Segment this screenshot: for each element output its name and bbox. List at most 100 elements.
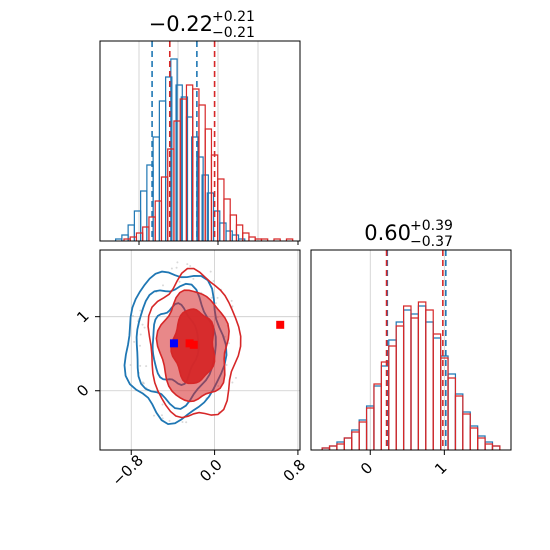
bl-scatter-point-58: [129, 363, 132, 366]
histogram-panel-param-1: [99, 40, 301, 245]
br-hist-series-0-bin-18: [454, 393, 464, 450]
br-hist-series-0-bin-8: [380, 365, 390, 450]
bl-marker-3: [276, 320, 285, 329]
br-hist-series-1-bin-14: [425, 309, 434, 450]
top-hist-series-1-bin-4: [148, 216, 156, 241]
bl-scatter-point-16: [209, 270, 212, 273]
top-hist-series-0-bin-9: [170, 58, 178, 241]
bl-scatter-point-43: [161, 417, 164, 420]
br-hist-series-1-bin-18: [454, 395, 464, 450]
top-hist-series-1-bin-14: [210, 154, 219, 241]
top-hist-series-0-bin-14: [196, 156, 204, 241]
br-hist-series-0-bin-15: [432, 337, 442, 450]
bl-scatter-point-1: [214, 302, 217, 305]
bl-scatter-point-54: [153, 414, 156, 417]
br-hist-series-0-bin-17: [447, 373, 457, 450]
top-hist-series-1-bin-1: [129, 236, 138, 241]
br-hist-series-0-bin-9: [388, 339, 397, 450]
bl-scatter-point-0: [133, 340, 136, 343]
br-hist-series-0-bin-11: [402, 309, 412, 450]
br-hist-series-0-bin-4: [351, 429, 360, 450]
bl-scatter-point-27: [143, 326, 146, 329]
br-hist-series-1-bin-2: [336, 443, 345, 450]
bl-scatter-point-25: [185, 421, 188, 424]
br-frame: [310, 249, 512, 451]
br-hist-series-1-bin-20: [469, 427, 479, 450]
bl-scatter-point-53: [168, 419, 171, 422]
bl-scatter-point-55: [189, 265, 192, 268]
top-hist-series-0-bin-18: [219, 222, 227, 241]
br-hist-series-1-bin-23: [491, 445, 501, 450]
top-hist-series-0-bin-8: [165, 76, 173, 241]
bl-marker-2: [189, 340, 198, 349]
bl-scatter-point-23: [139, 333, 142, 336]
br-hist-series-0-bin-12: [410, 313, 420, 450]
bl-marker-1: [185, 339, 194, 348]
top-hist-series-0-bin-21: [237, 238, 246, 241]
title-param-1-lower: −0.21: [212, 25, 255, 41]
top-hist-series-1-bin-22: [260, 238, 269, 241]
bl-scatter-point-22: [186, 263, 189, 266]
bl-scatter-point-34: [178, 280, 181, 283]
bl-scatter-point-39: [181, 421, 184, 424]
top-hist-series-0-bin-7: [158, 100, 167, 241]
br-hist-series-1-bin-4: [351, 431, 360, 450]
top-hist-series-1-bin-3: [142, 226, 150, 241]
br-hist-series-0-bin-22: [484, 441, 494, 450]
bl-scatter-point-40: [145, 365, 148, 368]
bl-scatter-point-15: [161, 403, 164, 406]
br-hist-series-1-bin-11: [402, 305, 412, 450]
bl-scatter-point-12: [216, 296, 219, 299]
bl-scatter-point-5: [170, 267, 173, 270]
bl-ytick-label-1: 1: [73, 307, 92, 326]
top-hist-series-0-bin-20: [231, 234, 240, 241]
br-hist-series-1-bin-10: [395, 325, 405, 450]
br-hist-series-0-bin-14: [425, 321, 434, 450]
top-hist-series-1-bin-24: [285, 238, 294, 241]
top-hist-series-0-bin-11: [180, 96, 189, 241]
br-hist-series-0-bin-2: [336, 441, 345, 450]
top-hist-series-1-bin-6: [160, 176, 169, 241]
bl-xtick-label-0: −0.8: [108, 451, 146, 489]
br-hist-series-0-bin-13: [417, 305, 427, 450]
top-hist-series-0-bin-13: [191, 136, 199, 241]
top-hist-series-1-bin-5: [154, 200, 163, 241]
bl-scatter-point-29: [160, 414, 163, 417]
bl-scatter-point-44: [176, 261, 179, 264]
bl-scatter-point-26: [210, 296, 213, 299]
top-hist-series-1-bin-20: [248, 236, 256, 241]
br-hist-series-1-bin-22: [484, 443, 494, 450]
top-hist-series-1-bin-15: [217, 178, 225, 241]
titles: −0.22 +0.21 −0.21 0.60 +0.39 −0.37: [149, 9, 453, 250]
bl-xtick-label-2: 0.8: [280, 456, 310, 486]
top-frame: [99, 40, 301, 242]
bl-ytick-label-0: 0: [73, 381, 92, 400]
bl-scatter-point-18: [139, 364, 142, 367]
br-hist-series-1-bin-7: [373, 383, 382, 450]
br-hist-series-1-bin-21: [477, 437, 486, 450]
br-hist-series-0-bin-10: [395, 321, 405, 450]
bl-scatter-point-19: [212, 280, 215, 283]
title-param-1-upper: +0.21: [212, 9, 255, 25]
br-xtick-label-1: 1: [431, 459, 450, 478]
br-hist-series-1-bin-13: [417, 301, 427, 450]
top-hist-series-0-bin-6: [152, 136, 160, 241]
bl-scatter-point-36: [175, 266, 178, 269]
bl-scatter-point-7: [138, 344, 141, 347]
br-hist-series-1-bin-3: [343, 437, 353, 450]
bl-scatter-point-21: [231, 305, 234, 308]
br-xtick-label-0: 0: [357, 459, 376, 478]
top-hist-series-1-bin-2: [135, 232, 144, 241]
bl-scatter-point-42: [192, 277, 195, 280]
bl-marker-0: [169, 339, 178, 348]
title-param-2-lower: −0.37: [410, 234, 453, 250]
br-hist-series-1-bin-1: [328, 445, 338, 450]
bl-scatter-point-45: [227, 342, 230, 345]
bl-frame: [99, 249, 301, 451]
bl-series-1-contour-0: [147, 267, 242, 419]
bl-scatter-point-17: [141, 323, 144, 326]
bl-scatter-point-41: [161, 284, 164, 287]
top-hist-series-0-bin-1: [121, 234, 129, 241]
top-hist-series-1-bin-16: [223, 198, 231, 241]
